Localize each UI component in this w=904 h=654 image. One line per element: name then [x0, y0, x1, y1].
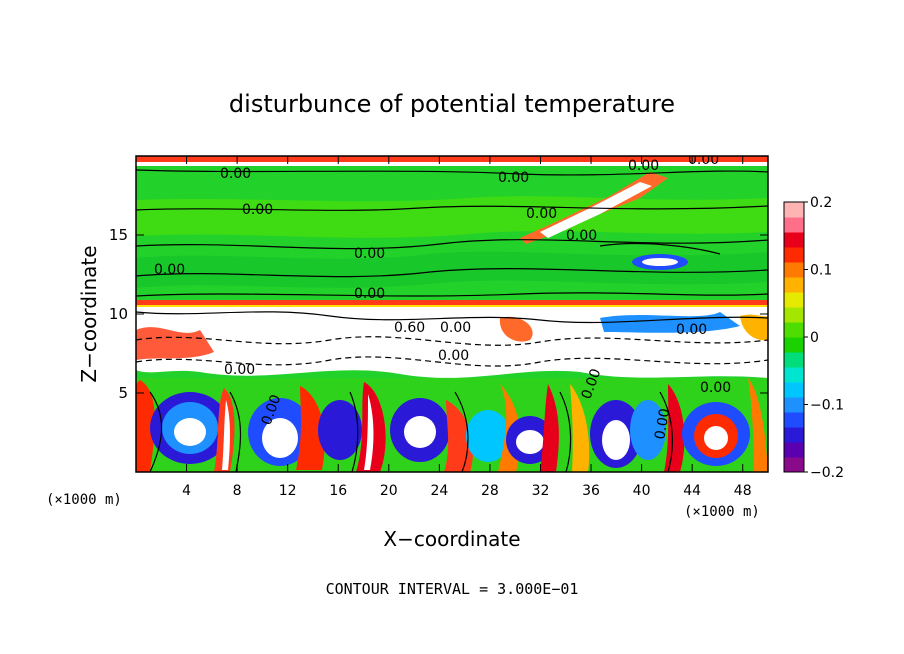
contour-label: 0.00	[440, 320, 471, 336]
x-tick-label: 4	[182, 483, 191, 499]
contour-label: 0.00	[354, 286, 385, 302]
contour-label: 0.00	[676, 322, 707, 338]
y-axis-label: Z−coordinate	[77, 245, 101, 382]
x-unit-label-left: (×1000 m)	[46, 492, 122, 508]
x-unit-label-right: (×1000 m)	[684, 504, 760, 520]
contour-label: 0.60	[394, 320, 425, 336]
contour-label: 0.00	[438, 348, 469, 364]
colorbar-swatch	[784, 352, 804, 368]
contour-label: 0.00	[628, 158, 659, 174]
contour-label: 0.00	[652, 407, 673, 440]
x-tick-label: 48	[734, 483, 752, 499]
colorbar-swatch	[784, 427, 804, 443]
contour-label: 0.00	[242, 202, 273, 218]
x-axis-label: X−coordinate	[383, 527, 520, 551]
contour-label: 0.00	[526, 206, 557, 222]
colorbar-tick-label: 0.1	[810, 263, 832, 279]
x-axis-ticks: 4 8 12 16 20 24 28 32 36 40 44 48	[182, 156, 752, 499]
colorbar-swatch	[784, 337, 804, 353]
colorbar-swatch	[784, 262, 804, 278]
x-tick-label: 36	[582, 483, 600, 499]
contour-label: 0.00	[224, 362, 255, 378]
colorbar-swatch	[784, 412, 804, 428]
colorbar-swatch	[784, 382, 804, 398]
colorbar-swatch	[784, 277, 804, 293]
colorbar-tick-label: −0.2	[810, 465, 844, 481]
contour-label: 0.00	[354, 246, 385, 262]
colorbar-swatch	[784, 322, 804, 338]
y-tick-label: 15	[109, 226, 128, 244]
x-tick-label: 8	[233, 483, 242, 499]
colorbar-swatch	[784, 232, 804, 248]
plot-field: 0.00 0.00 0.00 0.00 0.00 0.00 0.00 0.00 …	[136, 152, 768, 472]
colorbar-tick-label: 0	[810, 330, 819, 346]
colorbar-swatch	[784, 307, 804, 323]
x-tick-label: 12	[279, 483, 297, 499]
x-tick-label: 32	[532, 483, 550, 499]
contour-label: 0.00	[566, 228, 597, 244]
contour-interval-note: CONTOUR INTERVAL = 3.000E−01	[326, 580, 579, 598]
contour-label: 0.00	[700, 380, 731, 396]
y-tick-label: 10	[109, 305, 128, 323]
contour-label: 0.00	[220, 166, 251, 182]
contour-label: 0.00	[154, 262, 185, 278]
contour-label: 0.00	[498, 170, 529, 186]
colorbar-tick-label: −0.1	[810, 398, 844, 414]
colorbar-swatch	[784, 217, 804, 233]
colorbar-swatch	[784, 292, 804, 308]
x-tick-label: 16	[329, 483, 347, 499]
y-tick-label: 5	[118, 384, 128, 402]
colorbar-swatch	[784, 202, 804, 218]
colorbar-ticks: 0.2 0.1 0 −0.1 −0.2	[804, 195, 844, 481]
colorbar-swatch	[784, 457, 804, 473]
colorbar-swatch	[784, 397, 804, 413]
x-tick-label: 24	[430, 483, 448, 499]
colorbar-swatch	[784, 367, 804, 383]
contour-label: 0.00	[688, 152, 719, 168]
chart-title: disturbunce of potential temperature	[229, 90, 675, 118]
x-tick-label: 20	[380, 483, 398, 499]
y-axis-ticks: 5 10 15	[109, 226, 768, 402]
colorbar	[784, 202, 804, 473]
colorbar-swatch	[784, 247, 804, 263]
colorbar-tick-label: 0.2	[810, 195, 832, 211]
x-tick-label: 40	[633, 483, 651, 499]
x-tick-label: 44	[683, 483, 701, 499]
colorbar-swatch	[784, 442, 804, 458]
x-tick-label: 28	[481, 483, 499, 499]
